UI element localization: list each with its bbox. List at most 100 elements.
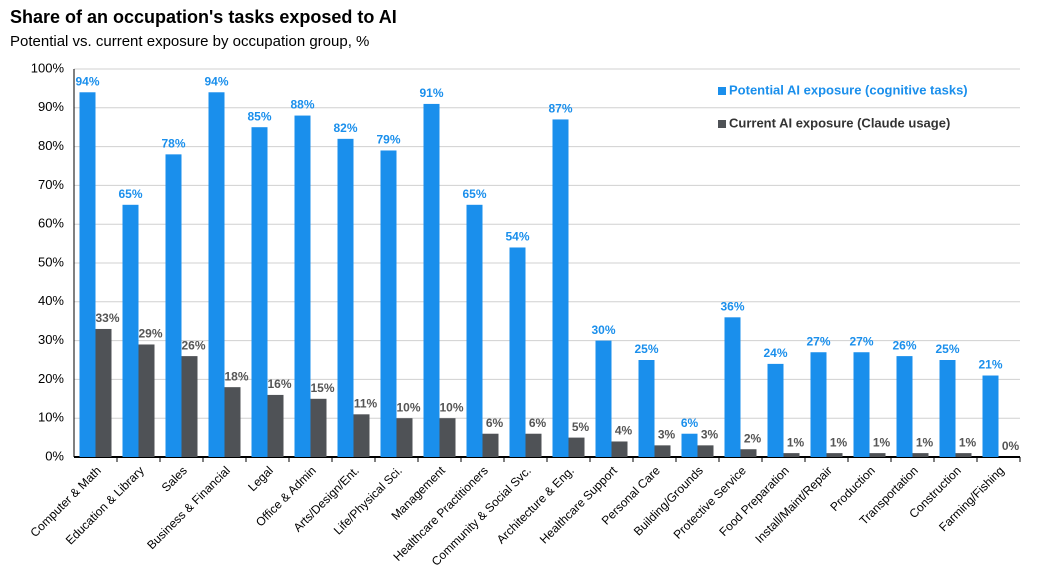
value-label: 5%: [572, 420, 590, 434]
value-label: 25%: [935, 342, 959, 356]
bar: [982, 375, 999, 457]
x-tick-label: Education & Library: [63, 463, 147, 547]
value-label: 87%: [548, 102, 572, 116]
bar: [380, 150, 397, 458]
bar: [853, 352, 870, 457]
value-label: 1%: [787, 435, 805, 449]
x-tick-label: Legal: [245, 463, 276, 494]
bar: [208, 92, 225, 457]
legend-label: Current AI exposure (Claude usage): [729, 115, 950, 130]
bar: [181, 356, 198, 457]
bar: [697, 445, 714, 457]
value-label: 91%: [419, 86, 443, 100]
bar: [267, 394, 284, 457]
bar: [138, 344, 155, 457]
bar: [165, 154, 182, 458]
bar: [294, 115, 311, 457]
bar: [724, 317, 741, 457]
value-label: 78%: [161, 137, 185, 151]
value-label: 25%: [634, 342, 658, 356]
value-label: 10%: [439, 400, 463, 414]
value-label: 26%: [892, 338, 916, 352]
value-label: 29%: [138, 327, 162, 341]
value-label: 1%: [916, 435, 934, 449]
bar: [337, 138, 354, 457]
chart-subtitle: Potential vs. current exposure by occupa…: [10, 33, 369, 50]
bar: [896, 356, 913, 457]
value-label: 6%: [529, 416, 547, 430]
x-tick-label: Business & Financial: [144, 463, 233, 552]
value-label: 94%: [204, 74, 228, 88]
value-label: 1%: [830, 435, 848, 449]
value-label: 15%: [310, 381, 334, 395]
legend-label: Potential AI exposure (cognitive tasks): [729, 82, 968, 97]
bar: [740, 449, 757, 457]
bar: [955, 453, 972, 457]
value-label: 11%: [354, 396, 378, 410]
bar: [353, 414, 370, 457]
bar: [525, 433, 542, 457]
value-label: 1%: [959, 435, 977, 449]
bar: [939, 360, 956, 457]
value-label: 79%: [376, 133, 400, 147]
value-label: 33%: [95, 311, 119, 325]
value-label: 54%: [505, 230, 529, 244]
bar: [79, 92, 96, 457]
bar: [251, 127, 268, 457]
y-tick-label: 80%: [38, 138, 64, 153]
bar: [466, 204, 483, 457]
value-label: 65%: [462, 187, 486, 201]
value-label: 24%: [763, 346, 787, 360]
bar: [869, 453, 886, 457]
value-label: 36%: [720, 299, 744, 313]
bar: [810, 352, 827, 457]
bar: [912, 453, 929, 457]
value-label: 30%: [591, 323, 615, 337]
value-label: 21%: [978, 358, 1002, 372]
y-tick-label: 90%: [38, 99, 64, 114]
value-label: 26%: [181, 338, 205, 352]
bar: [423, 103, 440, 458]
y-tick-label: 50%: [38, 254, 64, 269]
x-tick-label: Healthcare Support: [537, 463, 620, 546]
x-tick-label: Computer & Math: [27, 463, 103, 539]
bar: [482, 433, 499, 457]
y-tick-label: 10%: [38, 410, 64, 425]
value-label: 94%: [75, 74, 99, 88]
y-tick-label: 60%: [38, 216, 64, 231]
value-label: 3%: [658, 428, 676, 442]
y-tick-label: 0%: [45, 448, 64, 463]
x-tick-label: Install/Maint/Repair: [752, 463, 835, 546]
bar: [122, 204, 139, 457]
bar: [224, 387, 241, 457]
value-label: 27%: [849, 334, 873, 348]
bar: [95, 328, 112, 457]
bar: [783, 453, 800, 457]
bar: [681, 433, 698, 457]
bar: [654, 445, 671, 457]
value-label: 65%: [118, 187, 142, 201]
legend-swatch: [718, 120, 726, 128]
y-tick-label: 20%: [38, 371, 64, 386]
value-label: 18%: [224, 369, 248, 383]
legend-swatch: [718, 87, 726, 95]
value-label: 3%: [701, 428, 719, 442]
x-tick-label: Protective Service: [671, 463, 750, 542]
chart-title: Share of an occupation's tasks exposed t…: [10, 7, 397, 27]
value-label: 16%: [267, 377, 291, 391]
bar: [509, 247, 526, 457]
value-label: 85%: [247, 109, 271, 123]
y-tick-label: 70%: [38, 177, 64, 192]
value-label: 1%: [873, 435, 891, 449]
value-label: 82%: [333, 121, 357, 135]
bar: [310, 398, 327, 457]
value-label: 4%: [615, 424, 633, 438]
bar: [611, 441, 628, 457]
bar: [638, 360, 655, 457]
y-tick-label: 100%: [31, 60, 65, 75]
bar: [767, 363, 784, 457]
y-tick-label: 40%: [38, 293, 64, 308]
value-label: 2%: [744, 431, 762, 445]
